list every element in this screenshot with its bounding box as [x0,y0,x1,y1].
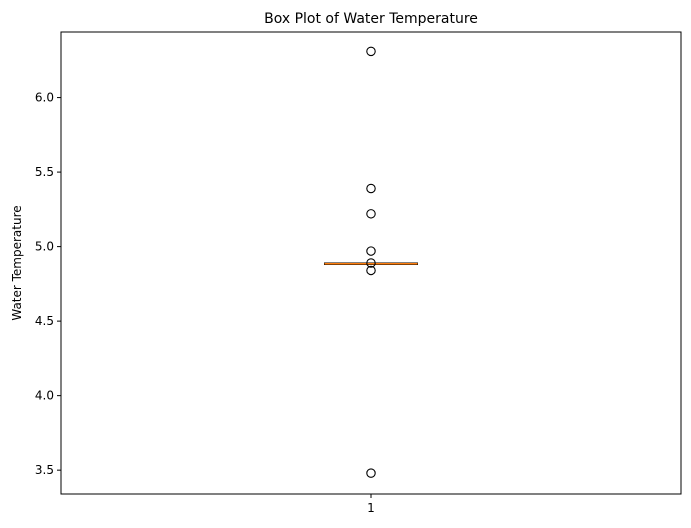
y-tick-label: 5.5 [35,165,54,179]
outlier-point [366,468,376,478]
y-tick-label: 4.5 [35,314,54,328]
x-tick-label: 1 [367,501,375,515]
x-axis-ticks: 1 [367,494,375,515]
chart-title: Box Plot of Water Temperature [264,11,478,27]
y-tick-label: 5.0 [35,240,54,254]
outlier-point [366,258,376,268]
y-axis-ticks: 3.5 4.0 4.5 5.0 5.5 6.0 [35,91,61,477]
outlier-point [366,265,376,276]
y-tick-label: 3.5 [35,463,54,477]
y-axis-label: Water Temperature [10,205,24,320]
outlier-point [366,183,376,194]
outlier-point [366,209,376,219]
outlier-point [366,246,376,256]
y-tick-label: 4.0 [35,389,54,403]
y-tick-label: 6.0 [35,91,54,105]
boxes-group [324,46,418,478]
outlier-point [366,46,376,57]
plot-frame [60,31,682,495]
